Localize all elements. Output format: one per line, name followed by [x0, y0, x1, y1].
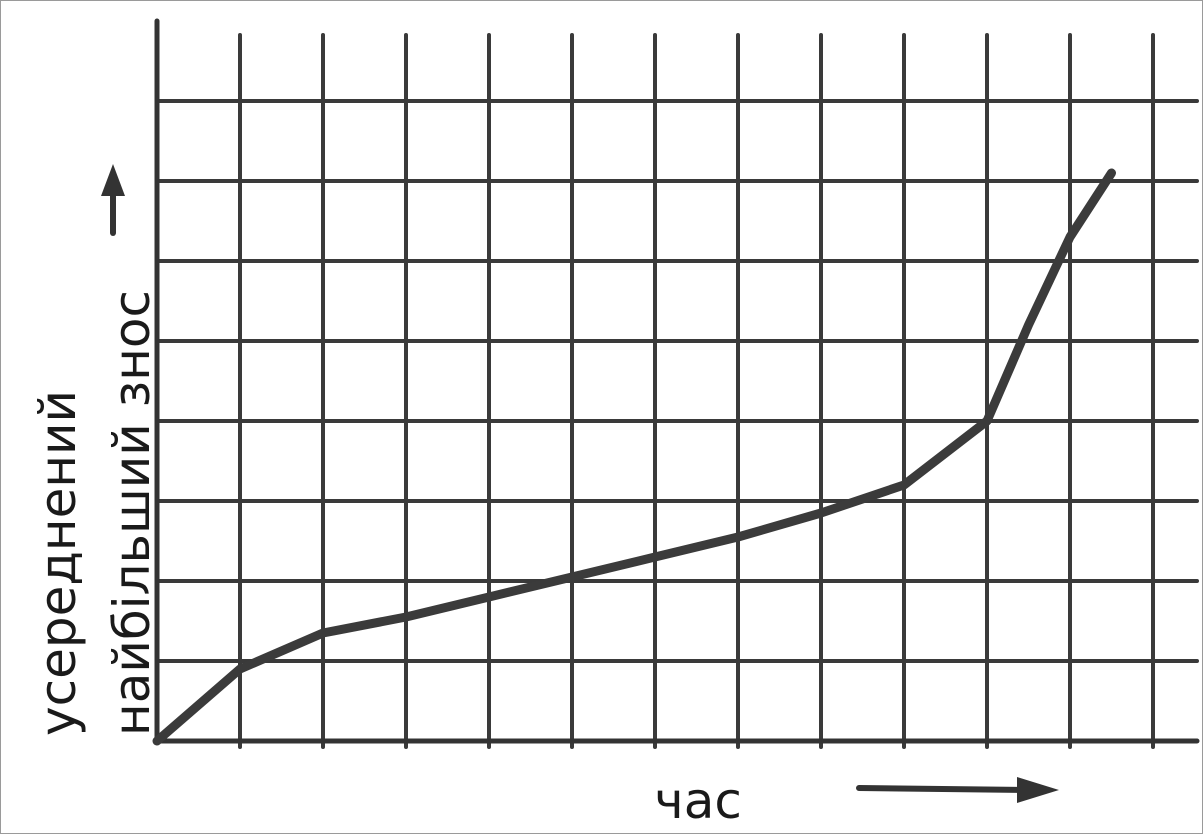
- grid: [155, 33, 1199, 749]
- axes: [154, 18, 1200, 744]
- y-axis-arrow: [101, 164, 125, 236]
- x-axis-label: час: [654, 772, 742, 830]
- y-axis-label-line2: найбільший знос: [103, 290, 161, 736]
- x-axis-arrow: [856, 777, 1059, 803]
- y-axis-label-line1: усереднений: [29, 390, 87, 736]
- wear-curve: [152, 168, 1116, 746]
